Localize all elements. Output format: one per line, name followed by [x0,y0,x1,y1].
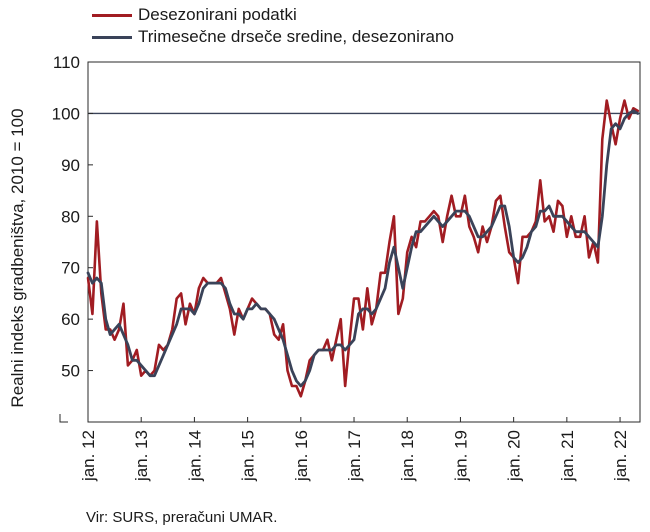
legend: Desezonirani podatki Trimesečne drseče s… [92,4,454,48]
y-tick-label: 110 [53,53,80,72]
axes [59,61,641,423]
y-tick-label: 100 [52,104,80,123]
legend-swatch-dark [92,35,132,39]
x-axis-ticks: jan. 12 jan. 13 jan. 14 jan. 15 jan. 16 jan. … [79,417,650,486]
legend-item-moving-average: Trimesečne drseče sredine, desezonirano [92,26,454,48]
plot-frame [87,61,641,423]
legend-label: Desezonirani podatki [138,5,297,24]
series-line-moving-average [86,109,640,388]
x-tick-label: jan. 19 [451,430,470,482]
legend-label: Trimesečne drseče sredine, desezonirano [138,27,454,46]
y-tick-label: 90 [61,156,80,175]
x-tick-label: jan. 14 [185,430,204,482]
x-tick-label: jan. 18 [398,430,417,482]
source-note: Vir: SURS, preračuni UMAR. [86,509,278,526]
y-tick-label: 70 [61,259,80,278]
x-tick-label: jan. 15 [239,430,258,482]
legend-item-seasonally-adjusted: Desezonirani podatki [92,4,454,26]
x-tick-label: sep. 22 [647,430,650,486]
series-line-seasonally-adjusted [86,99,640,398]
y-tick-label: 60 [61,310,80,329]
y-tick-label: 50 [61,362,80,381]
legend-swatch-red [92,13,132,17]
y-axis-ticks: 50 60 70 80 90 100 110 [52,53,93,381]
x-tick-label: jan. 17 [345,430,364,482]
x-tick-label: jan. 16 [292,430,311,482]
x-tick-label: jan. 20 [505,430,524,482]
x-tick-label: jan. 21 [558,430,577,482]
axis-break-mark [59,414,68,423]
x-tick-label: jan. 22 [611,430,630,482]
x-tick-label: jan. 13 [132,430,151,482]
series-group [86,99,640,398]
x-tick-label: jan. 12 [79,430,98,482]
y-axis-label: Realni indeks gradbeništva, 2010 = 100 [8,108,27,408]
y-tick-label: 80 [61,207,80,226]
